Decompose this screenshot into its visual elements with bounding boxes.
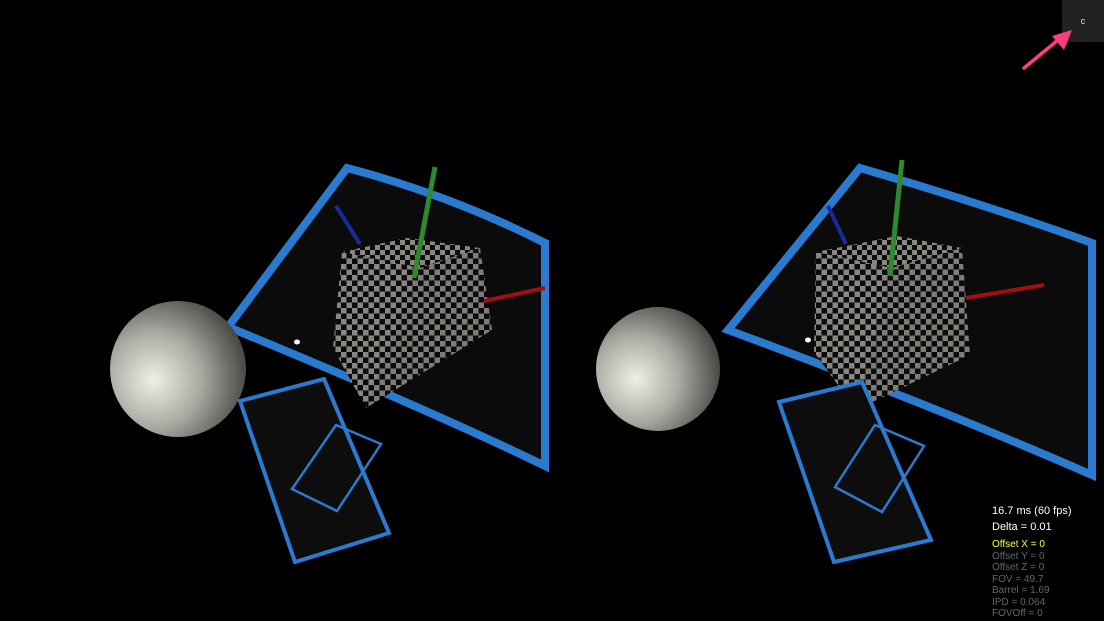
axis-green	[411, 166, 438, 279]
panel-small	[290, 423, 383, 513]
param-fov: FOV = 49.7	[992, 573, 1044, 585]
axis-red	[483, 286, 546, 303]
panel-small	[833, 423, 926, 514]
left-eye-view[interactable]	[0, 0, 552, 621]
param-barrel: Barrel = 1.69	[992, 585, 1050, 596]
param-offset-x: Offset X = 0	[992, 539, 1045, 550]
stats-overlay: 16.7 ms (60 fps) Delta = 0.01 Offset X =…	[992, 503, 1071, 620]
right-eye-scene	[596, 159, 1096, 565]
param-offset-y: Offset Y = 0	[992, 550, 1045, 562]
left-eye-scene	[110, 163, 549, 565]
pointer-arrow-icon	[1022, 30, 1072, 70]
panel-large	[237, 376, 392, 565]
axis-blue	[826, 205, 848, 245]
panel-large	[776, 379, 934, 565]
delta-readout: Delta = 0.01	[992, 521, 1052, 533]
sphere	[596, 307, 720, 431]
axis-blue	[334, 204, 362, 246]
param-offset-z: Offset Z = 0	[992, 562, 1045, 573]
checker-cube	[333, 238, 492, 408]
param-ipd: IPD = 0.064	[992, 596, 1046, 608]
param-fovoff: FOVOff = 0	[992, 608, 1043, 619]
axis-red	[965, 283, 1045, 300]
light-marker	[294, 339, 300, 345]
light-marker	[805, 337, 811, 343]
checker-cube	[814, 236, 970, 410]
right-eye-view[interactable]	[552, 0, 1104, 621]
sphere	[110, 301, 246, 437]
axis-green	[887, 159, 905, 277]
frame-time-readout: 16.7 ms (60 fps)	[992, 505, 1072, 517]
